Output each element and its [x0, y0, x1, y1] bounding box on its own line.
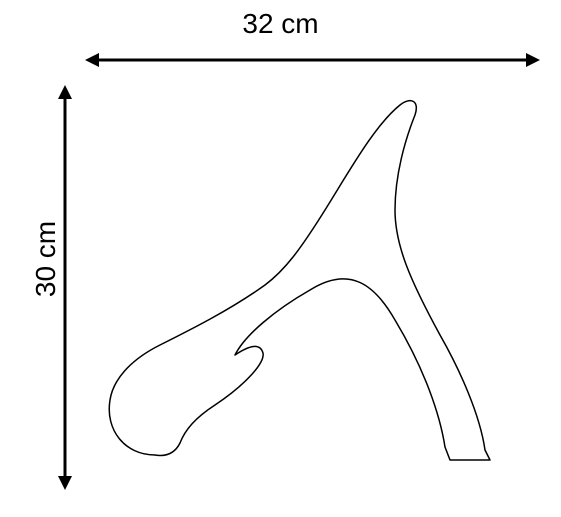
vertical-dimension-arrow: [55, 85, 75, 490]
width-dimension-label: 32 cm: [242, 8, 318, 40]
horizontal-dimension-arrow: [85, 50, 540, 70]
shoe-outline: [85, 85, 540, 490]
